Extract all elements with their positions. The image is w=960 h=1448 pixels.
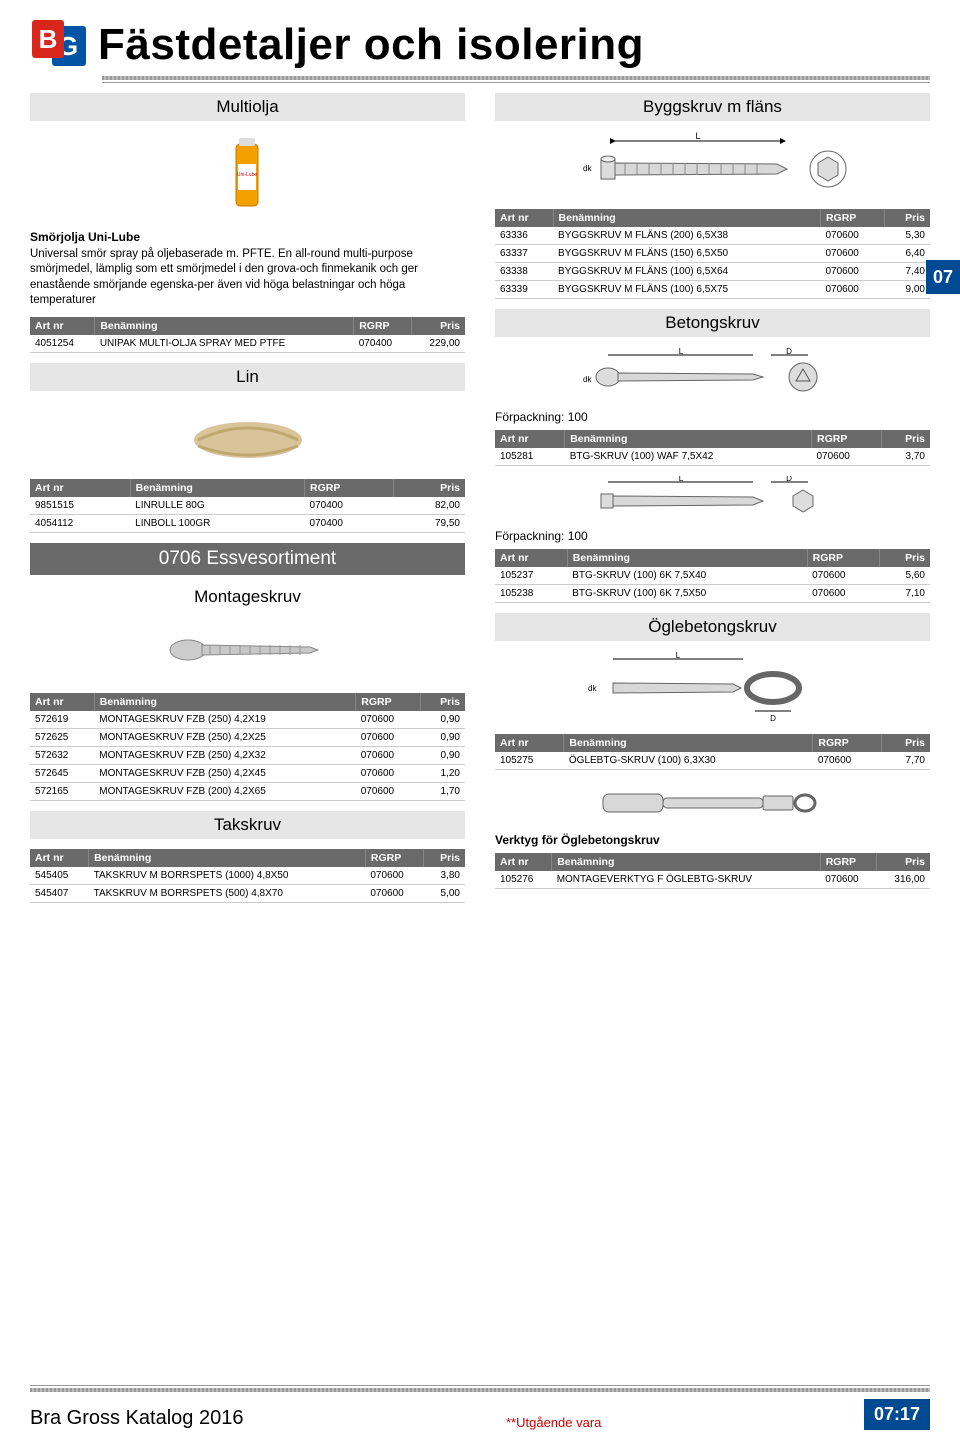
footer-page-number: 07:17 — [864, 1399, 930, 1430]
svg-text:B: B — [39, 24, 58, 54]
table-row: 63337BYGGSKRUV M FLÄNS (150) 6,5X5007060… — [495, 245, 930, 263]
table-row: 572165MONTAGESKRUV FZB (200) 4,2X6507060… — [30, 782, 465, 800]
right-column: Byggskruv m fläns L dk — [495, 93, 930, 913]
pack-label-1: Förpackning: 100 — [495, 410, 930, 424]
table-row: 63338BYGGSKRUV M FLÄNS (100) 6,5X6407060… — [495, 263, 930, 281]
svg-text:D: D — [786, 476, 792, 483]
svg-text:L: L — [678, 347, 683, 356]
lin-image — [30, 401, 465, 471]
company-logo: G B — [30, 20, 88, 68]
page-title: Fästdetaljer och isolering — [98, 20, 644, 70]
section-montageskruv-title: Montageskruv — [30, 585, 465, 615]
svg-text:Uni-Lube: Uni-Lube — [236, 172, 257, 178]
verktyg-label: Verktyg för Öglebetongskruv — [495, 833, 930, 847]
montageskruv-table: Art nr Benämning RGRP Pris 572619MONTAGE… — [30, 693, 465, 801]
montageskruv-image — [30, 615, 465, 685]
svg-text:D: D — [770, 714, 776, 723]
byggskruv-diagram: L dk — [495, 131, 930, 201]
divider — [102, 76, 930, 80]
side-tab: 07 — [926, 260, 960, 294]
betongskruv-diagram-2: L D — [495, 476, 930, 521]
takskruv-table: Art nr Benämning RGRP Pris 545405TAKSKRU… — [30, 849, 465, 903]
section-takskruv-title: Takskruv — [30, 811, 465, 839]
oglebetong-table: Art nr Benämning RGRP Pris 105275ÖGLEBTG… — [495, 734, 930, 770]
verktyg-table: Art nr Benämning RGRP Pris 105276MONTAGE… — [495, 853, 930, 889]
table-row: 63339BYGGSKRUV M FLÄNS (100) 6,5X7507060… — [495, 281, 930, 299]
betongskruv-table-2: Art nr Benämning RGRP Pris 105237BTG-SKR… — [495, 549, 930, 603]
table-row: 572619MONTAGESKRUV FZB (250) 4,2X1907060… — [30, 711, 465, 729]
section-multiolja-title: Multiolja — [30, 93, 465, 121]
oglebetong-diagram: L dk D — [495, 651, 930, 726]
betongskruv-diagram-1: L D dk — [495, 347, 930, 402]
svg-text:dk: dk — [583, 375, 592, 384]
footer-divider — [30, 1385, 930, 1392]
table-row: 105276MONTAGEVERKTYG F ÖGLEBTG-SKRUV0706… — [495, 871, 930, 889]
table-row: 4054112LINBOLL 100GR07040079,50 — [30, 514, 465, 532]
footer-catalog: Bra Gross Katalog 2016 — [30, 1407, 243, 1430]
table-row: 105237BTG-SKRUV (100) 6K 7,5X400706005,6… — [495, 567, 930, 585]
section-essve-title: 0706 Essvesortiment — [30, 543, 465, 575]
left-column: Multiolja Uni-Lube Smörjolja Uni-Lube Un… — [30, 93, 465, 913]
table-row: 63336BYGGSKRUV M FLÄNS (200) 6,5X3807060… — [495, 227, 930, 245]
footer-note: **Utgående vara — [506, 1415, 601, 1430]
svg-text:dk: dk — [588, 684, 597, 693]
svg-text:L: L — [675, 651, 680, 660]
svg-text:L: L — [678, 476, 683, 483]
table-row: 105238BTG-SKRUV (100) 6K 7,5X500706007,1… — [495, 585, 930, 603]
svg-text:D: D — [786, 347, 792, 356]
betongskruv-table-1: Art nr Benämning RGRP Pris 105281BTG-SKR… — [495, 430, 930, 466]
table-row: 105281BTG-SKRUV (100) WAF 7,5X420706003,… — [495, 448, 930, 466]
table-row: 572625MONTAGESKRUV FZB (250) 4,2X2507060… — [30, 728, 465, 746]
table-row: 4051254UNIPAK MULTI-OLJA SPRAY MED PTFE0… — [30, 335, 465, 353]
table-row: 9851515LINRULLE 80G07040082,00 — [30, 497, 465, 515]
table-row: 545407TAKSKRUV M BORRSPETS (500) 4,8X700… — [30, 884, 465, 902]
lin-table: Art nr Benämning RGRP Pris 9851515LINRUL… — [30, 479, 465, 533]
svg-text:dk: dk — [583, 164, 592, 173]
divider — [102, 82, 930, 83]
svg-text:L: L — [695, 131, 700, 141]
multiolja-caption: Smörjolja Uni-Lube Universal smör spray … — [30, 229, 465, 309]
table-row: 105275ÖGLEBTG-SKRUV (100) 6,3X300706007,… — [495, 752, 930, 770]
pack-label-2: Förpackning: 100 — [495, 529, 930, 543]
verktyg-diagram — [495, 780, 930, 825]
section-betongskruv-title: Betongskruv — [495, 309, 930, 337]
section-lin-title: Lin — [30, 363, 465, 391]
multiolja-image: Uni-Lube — [30, 131, 465, 221]
multiolja-table: Art nr Benämning RGRP Pris 4051254UNIPAK… — [30, 317, 465, 353]
table-row: 545405TAKSKRUV M BORRSPETS (1000) 4,8X50… — [30, 867, 465, 885]
section-oglebetongskruv-title: Öglebetongskruv — [495, 613, 930, 641]
table-row: 572632MONTAGESKRUV FZB (250) 4,2X3207060… — [30, 746, 465, 764]
section-byggskruv-title: Byggskruv m fläns — [495, 93, 930, 121]
table-row: 572645MONTAGESKRUV FZB (250) 4,2X4507060… — [30, 764, 465, 782]
byggskruv-table: Art nr Benämning RGRP Pris 63336BYGGSKRU… — [495, 209, 930, 299]
